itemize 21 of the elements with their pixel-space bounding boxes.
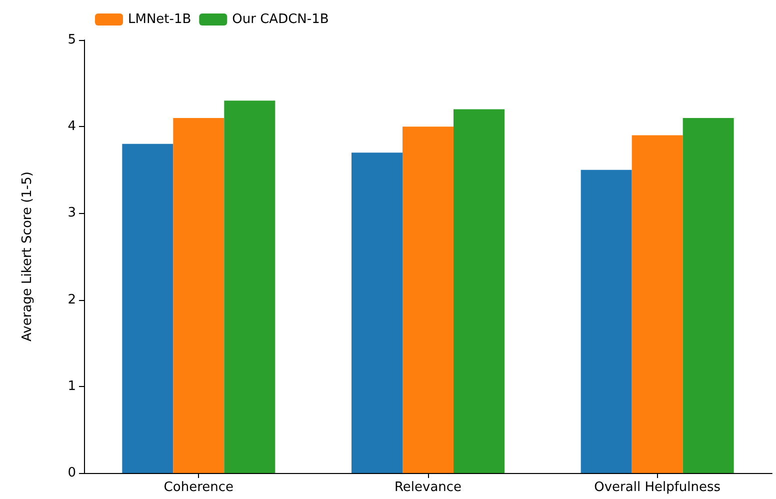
bar (122, 144, 174, 473)
y-tick-label: 4 (68, 119, 76, 134)
bar (224, 100, 276, 473)
bar (682, 118, 734, 473)
y-tick-label: 1 (68, 378, 76, 394)
y-axis-title: Average Likert Score (1-5) (20, 172, 35, 342)
legend-label: LMNet-1B (128, 12, 192, 27)
bar (580, 170, 632, 473)
bar (632, 135, 683, 473)
bar (352, 152, 402, 473)
x-tick-label: Relevance (394, 480, 462, 495)
y-tick-label: 5 (68, 32, 76, 48)
x-tick-label: Coherence (164, 480, 234, 495)
bar (454, 109, 504, 473)
bar (402, 126, 454, 473)
x-tick-label: Overall Helpfulness (594, 480, 721, 495)
bar (173, 118, 224, 473)
y-tick-label: 2 (68, 292, 76, 308)
legend-label: Our CADCN-1B (232, 12, 329, 27)
y-tick-label: 3 (68, 206, 76, 221)
y-tick-label: 0 (68, 466, 76, 480)
